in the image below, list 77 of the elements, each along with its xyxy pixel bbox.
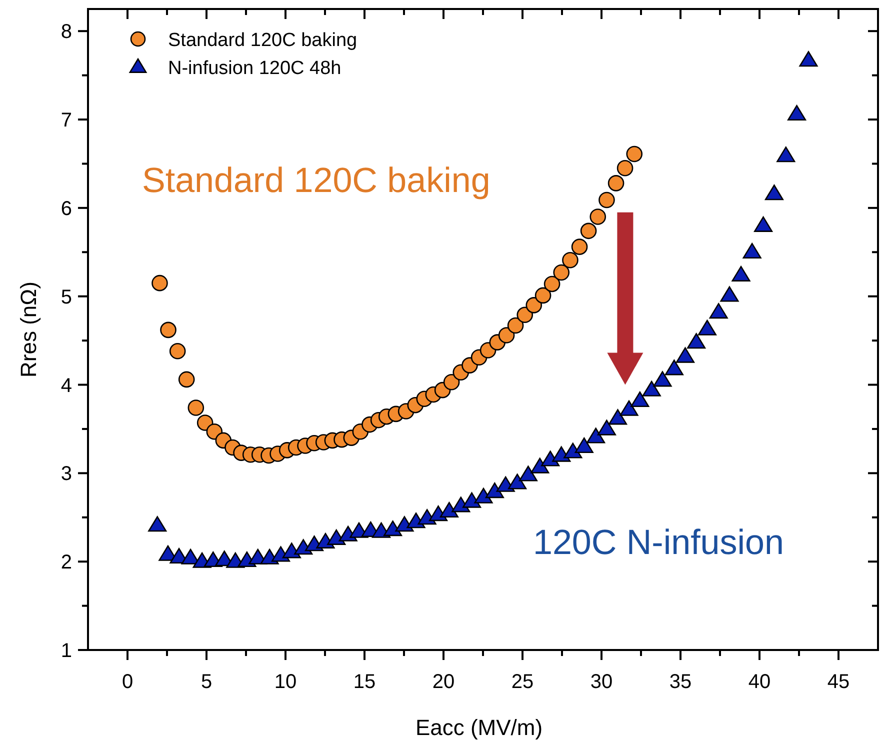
point (534, 287, 552, 304)
point (709, 303, 728, 319)
y-axis-title: Rres (nΩ) (16, 282, 41, 378)
point (474, 488, 493, 504)
point (653, 371, 672, 387)
legend-label: N-infusion 120C 48h (168, 58, 342, 79)
y-tick-label: 5 (60, 286, 72, 308)
point (642, 380, 661, 396)
point (160, 322, 176, 338)
point (530, 458, 550, 474)
point (498, 327, 515, 344)
point (764, 184, 784, 200)
point (443, 374, 460, 390)
y-tick-label: 3 (60, 463, 72, 486)
x-axis-title: Eacc (MV/m) (415, 715, 543, 740)
annotation: Standard 120C baking (142, 161, 490, 200)
point (598, 192, 615, 208)
point (564, 442, 582, 458)
y-tick-label: 2 (60, 552, 72, 574)
y-tick-label: 4 (60, 374, 72, 397)
point (327, 529, 346, 545)
annotation: 120C N-infusion (533, 523, 784, 562)
point (687, 333, 706, 349)
x-tick-label: 20 (432, 671, 455, 693)
y-tick-label: 6 (60, 198, 72, 220)
point (676, 347, 695, 363)
x-tick-label: 35 (669, 671, 692, 693)
point (526, 297, 542, 314)
point (395, 516, 414, 532)
legend-label: Standard 120C baking (168, 30, 358, 51)
point (574, 437, 594, 453)
point (608, 175, 624, 192)
point (188, 400, 204, 416)
point (664, 360, 684, 376)
point (732, 266, 750, 282)
point (152, 274, 168, 292)
point (196, 414, 214, 431)
y-tick-label: 8 (60, 21, 72, 44)
point (544, 276, 560, 292)
y-tick-label: 7 (60, 110, 72, 132)
x-tick-label: 10 (274, 671, 297, 693)
point (698, 320, 716, 336)
point (562, 252, 578, 268)
point (440, 502, 458, 518)
point (507, 317, 524, 334)
y-tick-label: 1 (60, 640, 72, 662)
point (620, 400, 638, 416)
x-tick-label: 40 (748, 671, 771, 693)
point (580, 222, 597, 240)
point (518, 466, 538, 482)
point (148, 516, 167, 532)
point (571, 238, 588, 255)
point (541, 450, 560, 466)
point (586, 428, 606, 444)
point (608, 409, 628, 425)
point (616, 160, 634, 176)
x-tick-label: 30 (590, 671, 613, 693)
point (282, 542, 301, 558)
point (630, 391, 650, 408)
point (508, 474, 527, 490)
point (169, 343, 186, 360)
point (626, 146, 643, 162)
x-tick-label: 45 (827, 671, 850, 693)
point (590, 208, 606, 225)
point (597, 420, 616, 436)
x-tick-label: 15 (353, 671, 376, 693)
point (384, 520, 402, 536)
point (178, 371, 195, 388)
x-tick-label: 5 (200, 671, 212, 693)
x-tick-label: 0 (122, 671, 134, 693)
point (496, 476, 515, 492)
point (553, 264, 570, 281)
point (462, 492, 482, 508)
point (485, 482, 504, 498)
x-tick-label: 25 (511, 671, 534, 693)
point (516, 306, 534, 324)
point (720, 286, 739, 302)
